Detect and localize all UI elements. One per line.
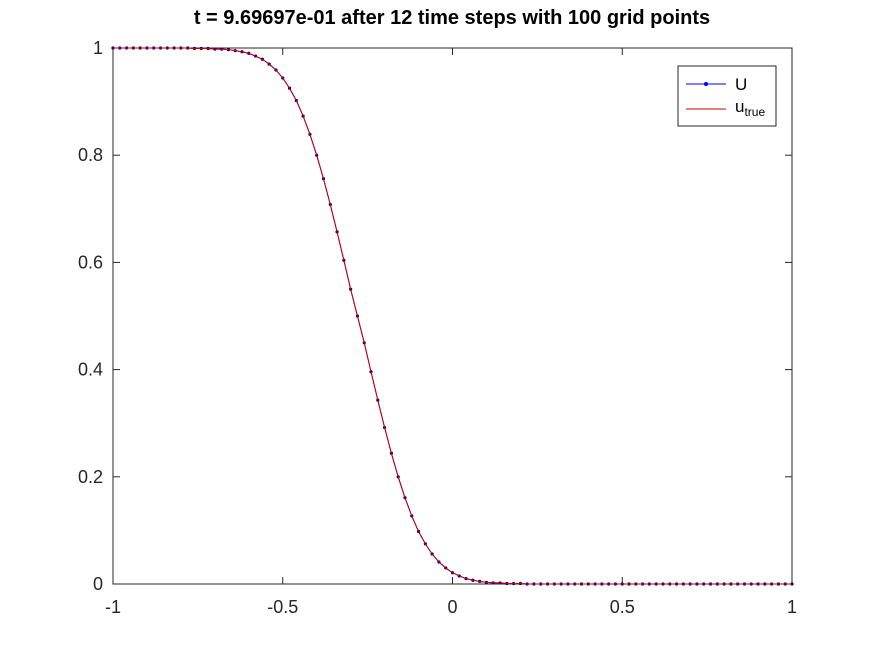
y-tick-label: 0.8 bbox=[78, 145, 103, 165]
axis-ticks bbox=[112, 47, 793, 585]
y-tick-label: 0.4 bbox=[78, 360, 103, 380]
series-line-u bbox=[113, 47, 792, 585]
x-tick-labels: -1 -0.5 0 0.5 1 bbox=[105, 597, 797, 617]
axes-box bbox=[112, 47, 793, 585]
legend-box bbox=[677, 65, 777, 127]
y-tick-label: 0.6 bbox=[78, 252, 103, 272]
chart-title: t = 9.69697e-01 after 12 time steps with… bbox=[194, 7, 710, 29]
x-tick-label: 0 bbox=[447, 597, 457, 617]
legend-u-label: U bbox=[735, 75, 747, 94]
legend-utrue-label: utrue bbox=[735, 97, 765, 119]
y-tick-label: 0 bbox=[93, 574, 103, 594]
legend-utrue-sub: true bbox=[744, 105, 765, 119]
x-tick-label: -1 bbox=[105, 597, 121, 617]
legend-u-marker bbox=[704, 82, 708, 86]
x-tick-label: 1 bbox=[787, 597, 797, 617]
x-tick-label: -0.5 bbox=[267, 597, 298, 617]
legend: U utrue bbox=[677, 65, 777, 127]
y-tick-label: 0.2 bbox=[78, 467, 103, 487]
x-tick-label: 0.5 bbox=[610, 597, 635, 617]
series-line-u-true bbox=[113, 47, 792, 585]
y-tick-labels: 0 0.2 0.4 0.6 0.8 1 bbox=[78, 38, 103, 594]
series-layer bbox=[111, 46, 794, 586]
y-tick-label: 1 bbox=[93, 38, 103, 58]
legend-utrue-main: u bbox=[735, 97, 744, 116]
